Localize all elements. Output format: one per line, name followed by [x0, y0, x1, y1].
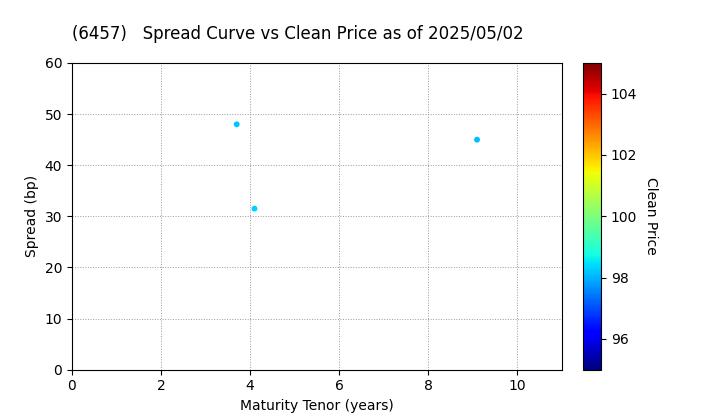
Point — [248, 205, 260, 212]
Point — [472, 136, 483, 143]
Y-axis label: Clean Price: Clean Price — [644, 177, 658, 255]
Y-axis label: Spread (bp): Spread (bp) — [25, 175, 39, 257]
X-axis label: Maturity Tenor (years): Maturity Tenor (years) — [240, 399, 394, 413]
Text: (6457)   Spread Curve vs Clean Price as of 2025/05/02: (6457) Spread Curve vs Clean Price as of… — [72, 25, 523, 43]
Point — [231, 121, 243, 128]
